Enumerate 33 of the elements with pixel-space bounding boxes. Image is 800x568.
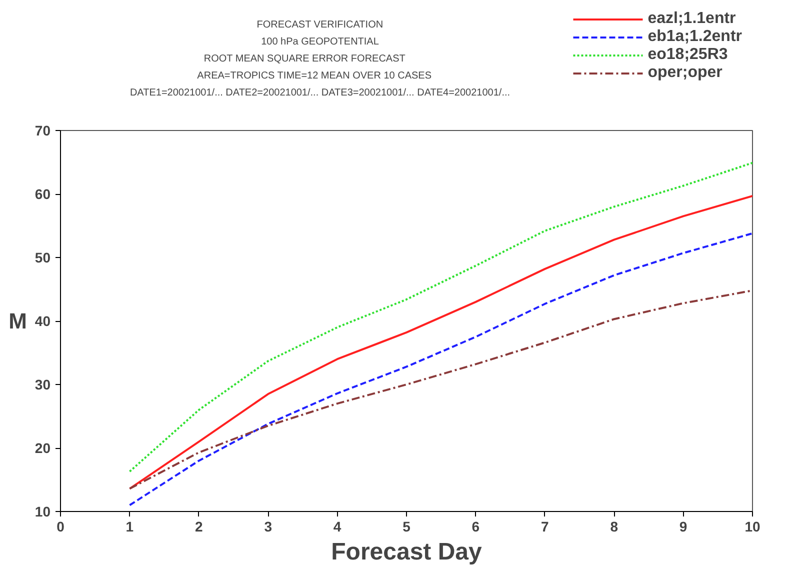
x-tick-label: 0 — [56, 518, 65, 534]
x-tick-label: 9 — [679, 518, 688, 534]
x-tick-label: 2 — [195, 518, 204, 534]
x-axis-title: Forecast Day — [331, 538, 483, 566]
legend-label: eazl;1.1entr — [648, 10, 736, 28]
legend-label: eo18;25R3 — [648, 46, 728, 64]
line-series — [128, 290, 752, 490]
x-tick-label: 1 — [126, 518, 134, 534]
chart-subtitle: 100 hPa GEOPOTENTIAL — [261, 36, 380, 48]
line-series — [128, 194, 752, 490]
y-tick-label: 30 — [34, 376, 51, 392]
x-tick-label: 6 — [472, 518, 480, 534]
x-tick-label: 3 — [264, 518, 272, 534]
line-series — [128, 162, 752, 472]
y-tick-label: 60 — [34, 186, 51, 202]
line-series — [128, 232, 752, 506]
text: ROOT MEAN SQUARE ERROR FORECAST — [204, 54, 406, 64]
y-tick-label: 50 — [34, 250, 51, 266]
x-tick-label: 10 — [744, 518, 760, 534]
x-tick-label: 8 — [610, 518, 618, 534]
chart-title: FORECAST VERIFICATION — [256, 20, 384, 30]
y-tick-label: 70 — [34, 122, 51, 138]
legend-label: oper;oper — [648, 64, 722, 82]
y-tick-label: 20 — [34, 440, 51, 456]
y-tick-label: 10 — [34, 504, 51, 520]
text: DATE1=20021001/... DATE2=20021001/... DATE3=20021001/... DATE4=20021001/... — [130, 88, 510, 98]
y-tick-label: 40 — [34, 313, 51, 329]
y-axis-title: M — [8, 308, 27, 334]
legend-label: eb1a;1.2entr — [648, 28, 742, 46]
x-tick-label: 4 — [333, 518, 342, 534]
x-tick-label: 5 — [402, 518, 411, 534]
x-tick-label: 7 — [541, 518, 550, 534]
text: AREA=TROPICS TIME=12 MEAN OVER 10 CASES — [197, 70, 432, 82]
